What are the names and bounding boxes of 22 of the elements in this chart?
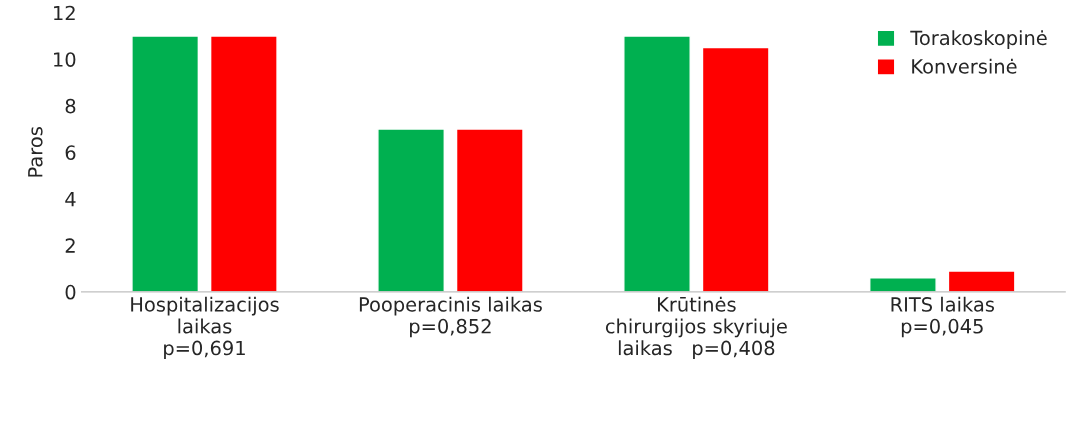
- x-tick-label: Krūtinės chirurgijos skyriuje laikas p=0,408: [605, 296, 787, 360]
- x-tick-label: RITS laikas p=0,045: [891, 296, 995, 338]
- bar: [455, 128, 524, 292]
- legend-label: Torakoskopinė: [910, 30, 1047, 50]
- legend-label: Konversinė: [912, 58, 1017, 74]
- bar: [623, 35, 691, 292]
- bar: [701, 46, 770, 292]
- y-tick-label: 6: [65, 145, 76, 160]
- y-tick-label: 8: [65, 98, 76, 114]
- y-tick-label: 0: [65, 284, 76, 300]
- bar: [947, 270, 1016, 292]
- y-tick-label: 2: [65, 238, 75, 253]
- y-tick-label: 12: [54, 5, 75, 21]
- bar: [131, 35, 200, 292]
- y-tick-label: 4: [65, 192, 76, 207]
- bar: [209, 35, 278, 292]
- bar: [869, 277, 937, 292]
- y-tick-label: 10: [54, 52, 76, 67]
- x-tick-label: Pooperacinis laikas p=0,852: [359, 296, 542, 338]
- bar: [377, 128, 445, 292]
- y-axis-title: Paros: [28, 127, 43, 177]
- x-tick-label: Hospitalizacijos laikas p=0,691: [131, 296, 279, 360]
